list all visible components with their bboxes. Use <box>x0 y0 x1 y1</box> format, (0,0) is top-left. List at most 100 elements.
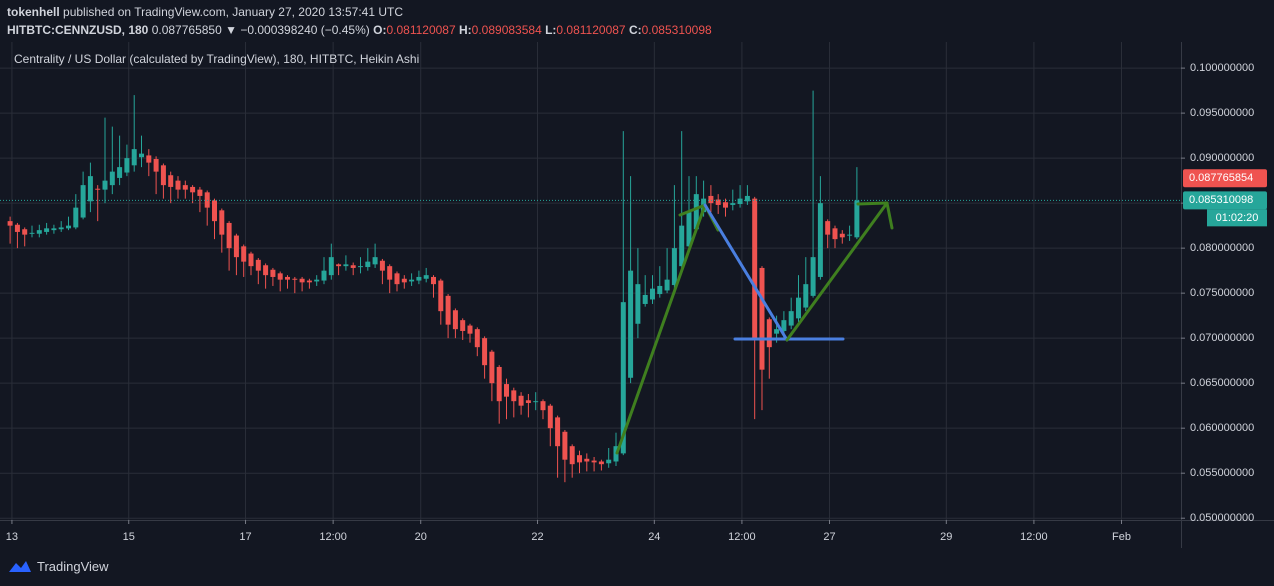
y-tick-label: 0.090000000 <box>1190 152 1254 164</box>
x-tick-label: 27 <box>823 531 835 543</box>
candle-body <box>737 198 743 205</box>
candle-body <box>314 279 320 282</box>
candle-body <box>372 257 378 265</box>
y-tick-label: 0.070000000 <box>1190 332 1254 344</box>
candle-body <box>299 278 305 283</box>
candle-body <box>219 210 225 235</box>
candle-body <box>248 253 254 267</box>
candle-body <box>44 228 50 232</box>
candle-body <box>628 270 634 378</box>
candle-body <box>606 459 612 464</box>
candle-body <box>263 265 269 276</box>
candle-body <box>686 212 692 247</box>
candle-body <box>139 153 145 158</box>
candle-body <box>175 180 181 190</box>
candle-body <box>270 269 276 277</box>
candle-body <box>321 270 327 281</box>
candle-body <box>306 280 312 283</box>
candle-body <box>394 273 400 285</box>
candle-body <box>598 461 604 465</box>
price-marker-label: 0.085310098 <box>1189 194 1253 206</box>
candle-body <box>160 165 166 186</box>
candle-body <box>146 155 152 163</box>
candle-body <box>66 225 72 229</box>
candle-body <box>679 225 685 267</box>
trend-line <box>615 203 707 455</box>
h-label: H: <box>459 23 472 37</box>
x-tick-label: 12:00 <box>319 531 347 543</box>
y-tick-label: 0.095000000 <box>1190 107 1254 119</box>
y-tick-label: 0.065000000 <box>1190 377 1254 389</box>
candle-body <box>452 310 458 330</box>
candle-body <box>722 202 728 208</box>
candle-body <box>95 188 101 190</box>
candle-body <box>190 186 196 193</box>
high: 0.089083584 <box>471 23 542 37</box>
x-tick-label: 12:00 <box>728 531 756 543</box>
candle-body <box>795 297 801 319</box>
candle-body <box>518 395 524 406</box>
price-marker-label: 0.087765854 <box>1189 172 1253 184</box>
candle-body <box>182 185 188 190</box>
candle-body <box>438 280 444 312</box>
candle-body <box>87 176 93 202</box>
x-tick-label: 22 <box>531 531 543 543</box>
candle-body <box>401 278 407 283</box>
candle-body <box>212 200 218 222</box>
y-tick-label: 0.075000000 <box>1190 287 1254 299</box>
candle-body <box>649 288 655 300</box>
candle-body <box>29 232 35 234</box>
candle-body <box>255 259 261 271</box>
candle-body <box>423 275 429 279</box>
drawings <box>615 201 894 455</box>
candle-body <box>708 195 714 204</box>
x-tick-label: 20 <box>415 531 427 543</box>
price-marker <box>1183 191 1267 210</box>
y-tick-label: 0.055000000 <box>1190 467 1254 479</box>
candle-body <box>555 417 561 447</box>
candle-body <box>117 167 123 178</box>
candle-body <box>547 405 553 429</box>
candle-body <box>168 175 174 187</box>
candle-body <box>715 199 721 205</box>
candle-body <box>277 273 283 280</box>
c-label: C: <box>628 23 642 37</box>
candle-body <box>328 257 334 276</box>
candle-body <box>226 222 232 249</box>
candle-body <box>153 159 159 172</box>
candle-body <box>7 221 13 226</box>
candle-body <box>474 329 480 348</box>
candle-body <box>730 203 736 205</box>
open: 0.081120087 <box>386 23 456 37</box>
candle-body <box>365 261 371 268</box>
candle-body <box>525 400 531 403</box>
o-label: O: <box>373 23 387 37</box>
candle-body <box>22 229 28 235</box>
candle-body <box>80 185 86 218</box>
trend-line <box>785 201 889 342</box>
publish-line: tokenhell published on TradingView.com, … <box>7 5 403 19</box>
candle-body <box>693 194 699 230</box>
x-tick-label: 12:00 <box>1020 531 1048 543</box>
candle-body <box>36 230 42 234</box>
quote-line: HITBTC:CENNZUSD, 180 0.087765850 ▼ −0.00… <box>7 23 712 37</box>
candle-body <box>124 158 130 173</box>
published: published on TradingView.com, January 27… <box>63 5 404 19</box>
arrow-head <box>856 201 894 230</box>
price-marker <box>1183 169 1267 188</box>
candle-body <box>387 266 393 280</box>
candle-body <box>489 351 495 384</box>
close: 0.085310098 <box>641 23 712 37</box>
candle-body <box>445 295 451 325</box>
candle-body <box>131 149 137 166</box>
candle-body <box>584 458 590 462</box>
candle-body <box>810 257 816 296</box>
y-tick-label: 0.060000000 <box>1190 422 1254 434</box>
candle-body <box>482 338 488 366</box>
chart-title: Centrality / US Dollar (calculated by Tr… <box>14 52 419 66</box>
symbol: HITBTC:CENNZUSD, 180 <box>7 23 149 37</box>
candle-body <box>336 264 342 267</box>
change: ▼ −0.000398240 (−0.45%) <box>225 23 370 37</box>
low: 0.081120087 <box>556 23 626 37</box>
candle-body <box>51 228 57 231</box>
